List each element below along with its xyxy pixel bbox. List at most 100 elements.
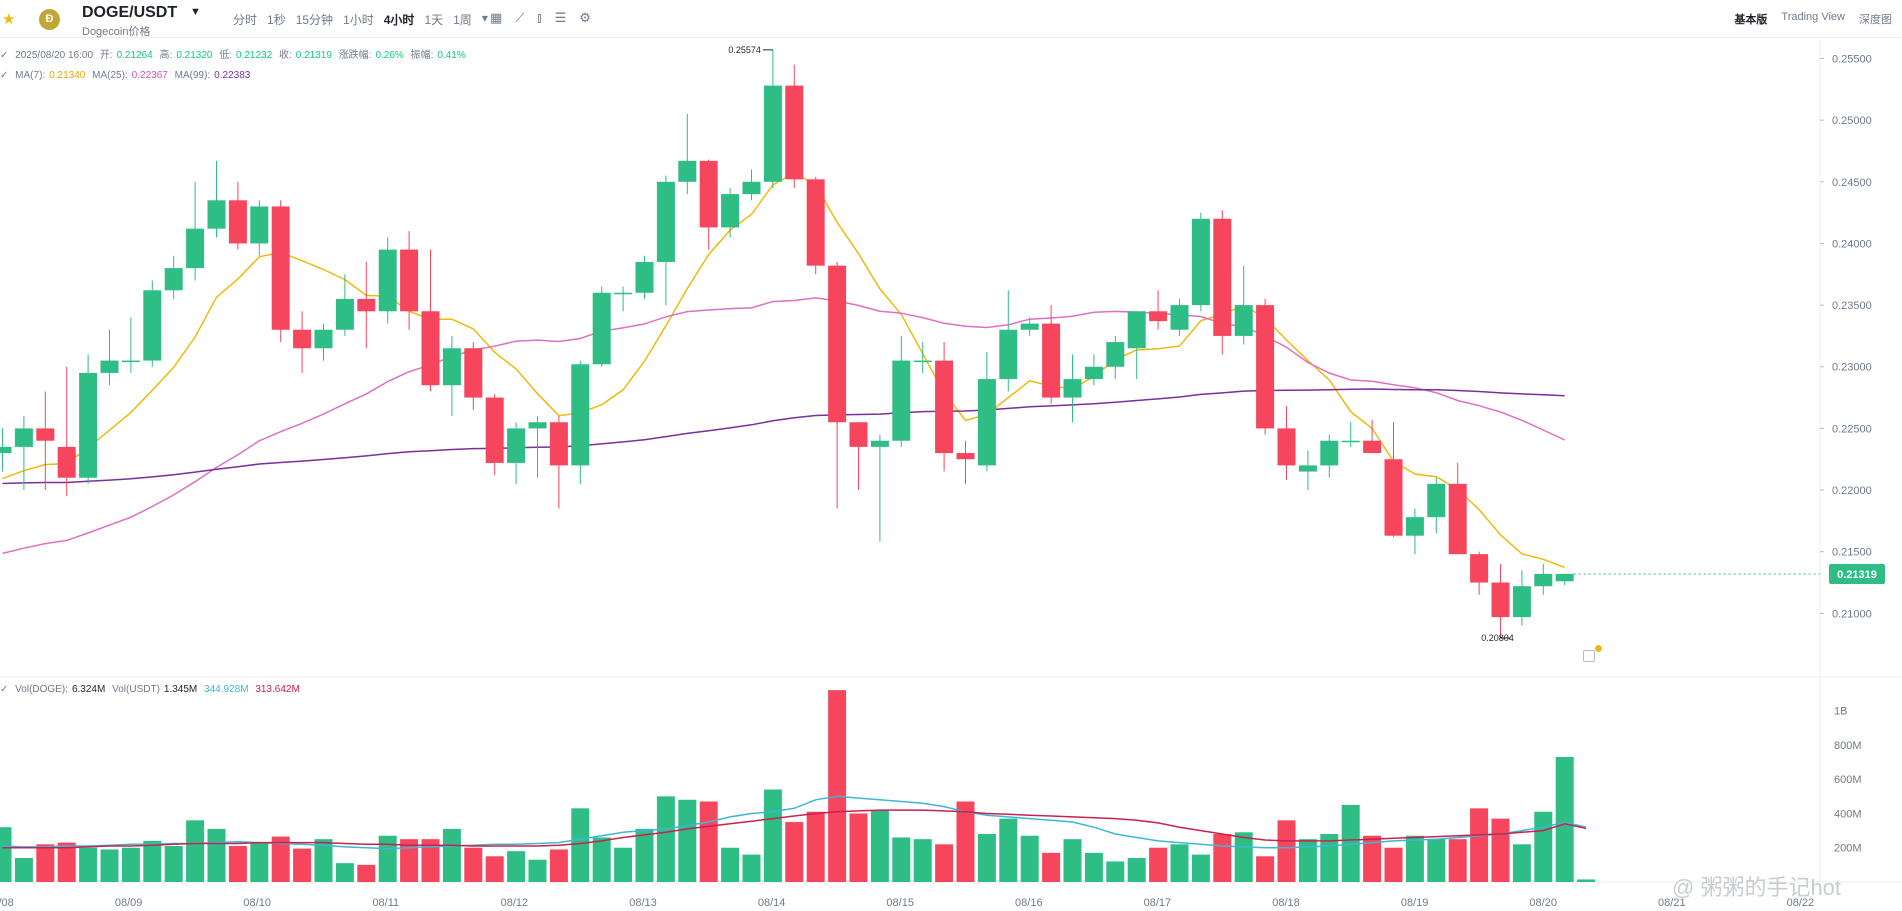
ma7-value: 0.21340 bbox=[49, 70, 86, 81]
volume-bar bbox=[1491, 818, 1510, 882]
interval-tab[interactable]: 1天 bbox=[424, 13, 444, 27]
candle-body bbox=[143, 290, 162, 361]
volume-tick-label: 200M bbox=[1834, 843, 1862, 855]
high-marker-label: 0.25574 bbox=[728, 45, 761, 55]
ohlc-change: 0.26% bbox=[375, 50, 404, 61]
low-marker-label: 0.20804 bbox=[1481, 633, 1514, 643]
volume-bar bbox=[0, 827, 12, 882]
candle-body bbox=[1427, 483, 1446, 518]
date-tick-label: 08/13 bbox=[629, 897, 657, 909]
volume-bar bbox=[207, 828, 226, 882]
candle-body bbox=[485, 397, 504, 463]
view-depth[interactable]: 深度图 bbox=[1859, 14, 1892, 26]
volume-bar bbox=[935, 844, 954, 882]
dogecoin-logo-icon: Ð bbox=[39, 9, 60, 30]
price-tick-label: 0.24500 bbox=[1832, 177, 1872, 189]
pair-subtitle[interactable]: Dogecoin价格 bbox=[82, 26, 151, 38]
vol-ma2-value: 313.642M bbox=[255, 684, 300, 695]
volume-bar bbox=[592, 837, 611, 882]
interval-selector: 分时 1秒 15分钟 1小时 4小时 1天 1周 ▾ bbox=[233, 11, 498, 28]
volume-bar bbox=[999, 818, 1018, 882]
candle-body bbox=[164, 268, 183, 291]
candle-body bbox=[935, 360, 954, 454]
volume-bar bbox=[271, 836, 290, 882]
interval-tab[interactable]: 1秒 bbox=[267, 13, 286, 27]
calendar-icon[interactable]: ▦ bbox=[490, 10, 503, 25]
candle-body bbox=[806, 179, 825, 266]
volume-bar bbox=[36, 844, 55, 882]
candle-body bbox=[1191, 218, 1210, 306]
current-price-tag bbox=[1829, 564, 1885, 585]
current-price-label: 0.21319 bbox=[1837, 569, 1877, 581]
ma99-line bbox=[2, 388, 1565, 485]
volume-bar bbox=[1149, 847, 1168, 882]
ma-info-line: ✓ MA(7): 0.21340 MA(25): 0.22367 MA(99): 0.… bbox=[0, 70, 251, 81]
interval-tab[interactable]: 分时 bbox=[233, 13, 258, 27]
interval-tab[interactable]: 1小时 bbox=[343, 13, 374, 27]
candle-body bbox=[614, 292, 633, 295]
volume-bar bbox=[721, 847, 740, 882]
chart-snapshot-icon[interactable] bbox=[1583, 650, 1595, 662]
volume-bar bbox=[378, 835, 397, 882]
vol-usdt-value: 1.345M bbox=[163, 684, 198, 695]
date-tick-label: 08/15 bbox=[886, 897, 914, 909]
volume-bar bbox=[314, 839, 333, 882]
volume-bar bbox=[507, 851, 526, 882]
favorite-star-icon[interactable]: ★ bbox=[2, 11, 16, 28]
candle-body bbox=[721, 194, 740, 228]
price-tick-label: 0.24000 bbox=[1832, 238, 1872, 250]
candle-body bbox=[79, 372, 98, 478]
ohlc-time: 2025/08/20 16:00 bbox=[15, 50, 94, 61]
date-tick-label: 08/14 bbox=[758, 897, 786, 909]
notification-dot-icon bbox=[1595, 645, 1602, 652]
volume-bar bbox=[464, 847, 483, 882]
candle-body bbox=[1555, 573, 1574, 582]
candle-style-icon[interactable]: ⫾ bbox=[537, 10, 542, 25]
candle-body bbox=[464, 348, 483, 398]
settings-list-icon[interactable]: ☰ bbox=[554, 10, 567, 25]
candle-body bbox=[528, 422, 547, 429]
volume-bar bbox=[293, 848, 312, 882]
view-tradingview[interactable]: Trading View bbox=[1781, 11, 1845, 23]
volume-bar bbox=[121, 847, 140, 882]
gear-icon[interactable]: ⚙ bbox=[579, 10, 591, 25]
volume-bar bbox=[357, 864, 376, 882]
volume-bar bbox=[1512, 844, 1531, 882]
candle-body bbox=[293, 329, 312, 349]
ma25-line bbox=[2, 297, 1566, 555]
candle-body bbox=[763, 85, 782, 182]
date-tick-label: 08/16 bbox=[1015, 897, 1043, 909]
price-tick-label: 0.25500 bbox=[1832, 53, 1872, 65]
interval-tab[interactable]: 15分钟 bbox=[295, 13, 334, 27]
candle-body bbox=[870, 440, 889, 447]
interval-tab-active[interactable]: 4小时 bbox=[383, 13, 415, 27]
volume-bar bbox=[186, 820, 205, 882]
candle-body bbox=[1042, 323, 1061, 398]
volume-bar bbox=[528, 859, 547, 882]
volume-bar bbox=[421, 839, 440, 882]
more-intervals-icon[interactable]: ▾ bbox=[481, 11, 488, 25]
volume-bar bbox=[1577, 879, 1596, 882]
view-basic[interactable]: 基本版 bbox=[1734, 14, 1768, 26]
indicator-icon[interactable]: ⟋ bbox=[515, 10, 525, 25]
volume-info-line: ✓ Vol(DOGE): 6.324M Vol(USDT) 1.345M 344.9… bbox=[0, 684, 300, 695]
date-tick-label: 08/09 bbox=[115, 897, 143, 909]
volume-bar bbox=[485, 856, 504, 882]
volume-tick-label: 600M bbox=[1834, 774, 1862, 786]
volume-bar bbox=[977, 834, 996, 882]
volume-bar bbox=[100, 849, 119, 882]
pair-title[interactable]: DOGE/USDT bbox=[82, 4, 178, 21]
interval-tab[interactable]: 1周 bbox=[453, 13, 472, 27]
date-tick-label: 08/08 bbox=[0, 897, 14, 909]
volume-bar bbox=[678, 799, 697, 882]
candle-body bbox=[699, 160, 718, 228]
volume-bar bbox=[549, 849, 568, 882]
pair-dropdown-icon[interactable]: ▼ bbox=[190, 6, 201, 18]
candle-body bbox=[1512, 586, 1531, 618]
volume-bar bbox=[1448, 839, 1467, 882]
candle-body bbox=[956, 453, 975, 460]
candle-body bbox=[828, 265, 847, 423]
candle-body bbox=[100, 360, 119, 373]
volume-bar bbox=[1127, 858, 1146, 882]
